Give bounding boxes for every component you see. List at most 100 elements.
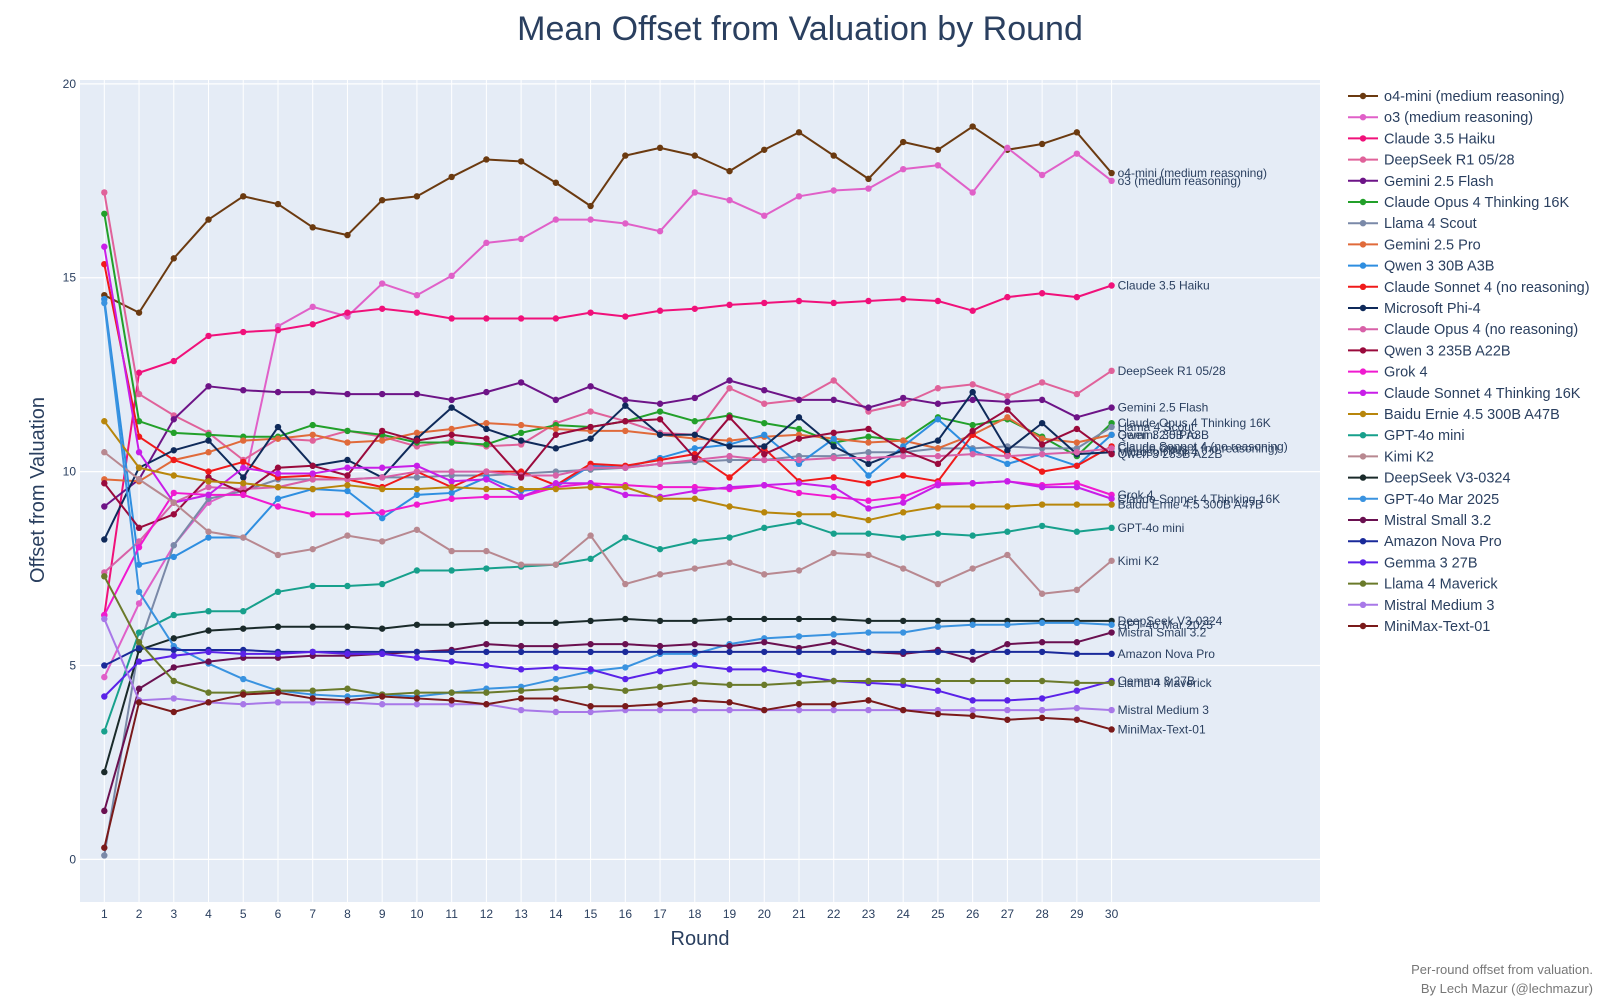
legend-item[interactable]: Claude Opus 4 Thinking 16K [1348, 195, 1569, 211]
legend-item[interactable]: Qwen 3 235B A22B [1348, 343, 1511, 359]
data-point [656, 416, 664, 423]
legend-swatch-marker [1359, 92, 1367, 100]
data-point [795, 456, 803, 464]
legend-swatch-marker [1359, 495, 1367, 502]
legend-item[interactable]: Grok 4 [1348, 365, 1428, 381]
legend-item[interactable]: DeepSeek R1 05/28 [1348, 153, 1515, 169]
data-point [934, 385, 942, 392]
data-point [448, 272, 455, 280]
legend-item[interactable]: o4-mini (medium reasoning) [1348, 89, 1565, 105]
data-point [1038, 290, 1046, 297]
legend-item[interactable]: o3 (medium reasoning) [1348, 110, 1533, 126]
legend-item[interactable]: Mistral Small 3.2 [1348, 513, 1491, 529]
data-point [170, 553, 177, 561]
legend-item[interactable]: GPT-4o mini [1348, 428, 1465, 444]
data-point [378, 625, 386, 632]
series-line [103, 263, 1113, 489]
legend-item[interactable]: Gemini 2.5 Pro [1348, 237, 1481, 253]
series-line [103, 480, 1112, 616]
legend-label: Kimi K2 [1384, 449, 1434, 465]
data-point [135, 524, 143, 532]
series-line [103, 451, 1113, 595]
data-point [726, 681, 733, 689]
x-tick-label: 7 [309, 907, 316, 921]
data-point [170, 611, 177, 619]
data-point [934, 687, 942, 694]
data-point [795, 615, 803, 623]
legend-label: Grok 4 [1384, 365, 1428, 381]
legend-item[interactable]: Claude 3.5 Haiku [1348, 131, 1495, 147]
legend-label: Llama 4 Scout [1384, 216, 1477, 232]
data-point [517, 706, 525, 714]
legend-item[interactable]: Claude Sonnet 4 Thinking 16K [1348, 386, 1581, 402]
legend-item[interactable]: DeepSeek V3-0324 [1348, 471, 1511, 487]
data-point [309, 485, 316, 493]
data-point [1004, 648, 1011, 656]
data-point [552, 216, 560, 223]
x-axis-ticks: 1 2 3 4 5 6 7 8 9 10 11 12 13 14 15 16 17 18 19 20 21 22 23 24 2… [101, 907, 1119, 921]
legend-item[interactable]: Claude Sonnet 4 (no reasoning) [1348, 280, 1590, 296]
legend-label: Claude Opus 4 (no reasoning) [1384, 322, 1578, 338]
data-point [830, 396, 837, 404]
legend-item[interactable]: MiniMax-Text-01 [1348, 619, 1490, 635]
data-point [170, 416, 177, 423]
legend-item[interactable]: Qwen 3 30B A3B [1348, 259, 1494, 275]
legend[interactable]: o4-mini (medium reasoning) o3 (medium rea… [1348, 89, 1590, 635]
data-point [622, 402, 629, 409]
legend-item[interactable]: Llama 4 Scout [1348, 216, 1477, 232]
data-point [691, 648, 698, 656]
data-point [830, 429, 837, 437]
series-kimi-k2 [101, 449, 1115, 597]
data-point [969, 388, 976, 396]
data-point [761, 443, 768, 450]
data-point [205, 689, 212, 696]
series-minimax-text-01 [101, 689, 1115, 851]
legend-item[interactable]: Microsoft Phi-4 [1348, 301, 1481, 317]
data-point [726, 642, 733, 650]
data-point [240, 607, 247, 615]
data-point [517, 474, 525, 481]
legend-item[interactable]: Mistral Medium 3 [1348, 598, 1494, 614]
data-point [830, 483, 837, 491]
data-point [899, 534, 907, 541]
x-tick-label: 21 [792, 907, 806, 921]
legend-swatch-marker [1359, 516, 1367, 524]
legend-item[interactable]: Kimi K2 [1348, 449, 1434, 465]
data-point [795, 701, 803, 708]
data-point [413, 193, 421, 200]
legend-swatch-marker [1359, 453, 1367, 460]
data-point [1038, 695, 1046, 702]
legend-item[interactable]: Llama 4 Maverick [1348, 577, 1498, 593]
legend-swatch-marker [1359, 283, 1367, 290]
data-point [309, 470, 316, 477]
data-point [899, 648, 907, 656]
data-point [1038, 501, 1046, 508]
legend-label: o3 (medium reasoning) [1384, 110, 1533, 126]
data-point [517, 642, 525, 650]
legend-item[interactable]: Amazon Nova Pro [1348, 534, 1502, 550]
data-point [1073, 150, 1081, 157]
legend-label: MiniMax-Text-01 [1384, 619, 1490, 635]
legend-item[interactable]: GPT-4o Mar 2025 [1348, 492, 1499, 508]
data-point [761, 431, 768, 438]
data-point [969, 706, 976, 714]
data-point [865, 480, 872, 487]
legend-item[interactable]: Gemini 2.5 Flash [1348, 174, 1494, 190]
data-point [899, 447, 907, 454]
data-point [969, 396, 976, 404]
legend-item[interactable]: Gemma 3 27B [1348, 555, 1478, 571]
data-point [240, 386, 247, 394]
data-point [1038, 648, 1046, 656]
data-point [517, 485, 525, 493]
data-point [309, 545, 316, 553]
data-point [344, 650, 351, 658]
legend-item[interactable]: Claude Opus 4 (no reasoning) [1348, 322, 1578, 338]
data-point [483, 493, 490, 501]
legend-label: Mistral Small 3.2 [1384, 513, 1491, 529]
data-point [656, 228, 664, 235]
legend-item[interactable]: Baidu Ernie 4.5 300B A47B [1348, 407, 1560, 423]
data-point [309, 437, 316, 444]
data-point [413, 291, 421, 299]
x-tick-label: 5 [240, 907, 247, 921]
data-point [448, 404, 455, 411]
